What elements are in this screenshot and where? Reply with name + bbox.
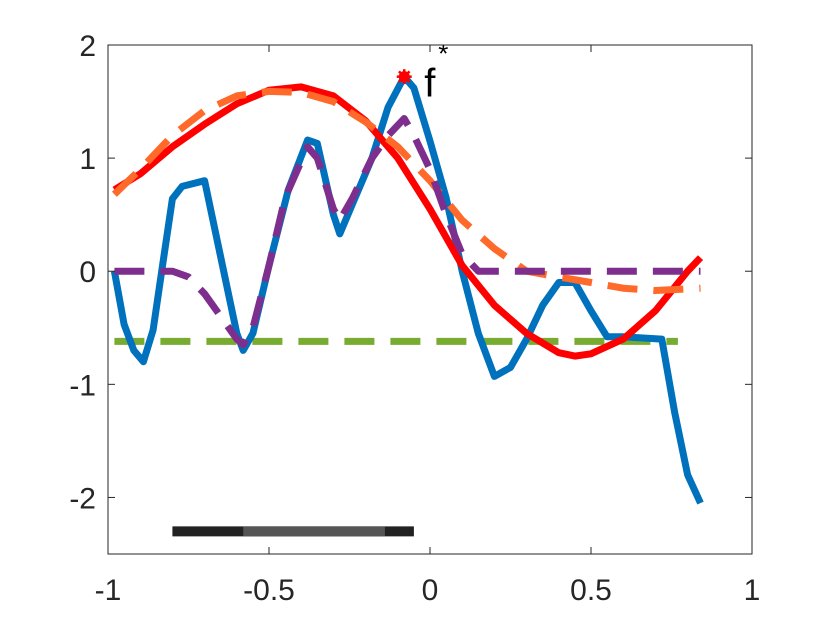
optimum-label-superscript: *: [438, 39, 448, 69]
y-tick-label: 0: [79, 256, 96, 289]
series-line-3: [111, 87, 701, 294]
optimum-label: f: [424, 62, 436, 106]
x-tick-label: 0.5: [570, 574, 612, 607]
optimum-marker-ray: [398, 70, 411, 83]
x-tick-label: 0: [422, 574, 439, 607]
series-line-2: [112, 83, 704, 360]
series-line-4: [114, 115, 701, 349]
y-tick-label: 2: [79, 30, 96, 63]
y-tick-label: -1: [69, 369, 96, 402]
optimum-marker-group: f*: [396, 39, 448, 106]
x-tick-label: -0.5: [243, 574, 295, 607]
x-tick-label: -1: [95, 574, 122, 607]
x-tick-label: 1: [744, 574, 761, 607]
y-tick-label: -2: [69, 482, 96, 515]
y-tick-label: 1: [79, 143, 96, 176]
series-layer: [110, 73, 704, 505]
axes: -1 -0.5 0 0.5 1 -2 -1 0 1 2: [69, 30, 760, 607]
